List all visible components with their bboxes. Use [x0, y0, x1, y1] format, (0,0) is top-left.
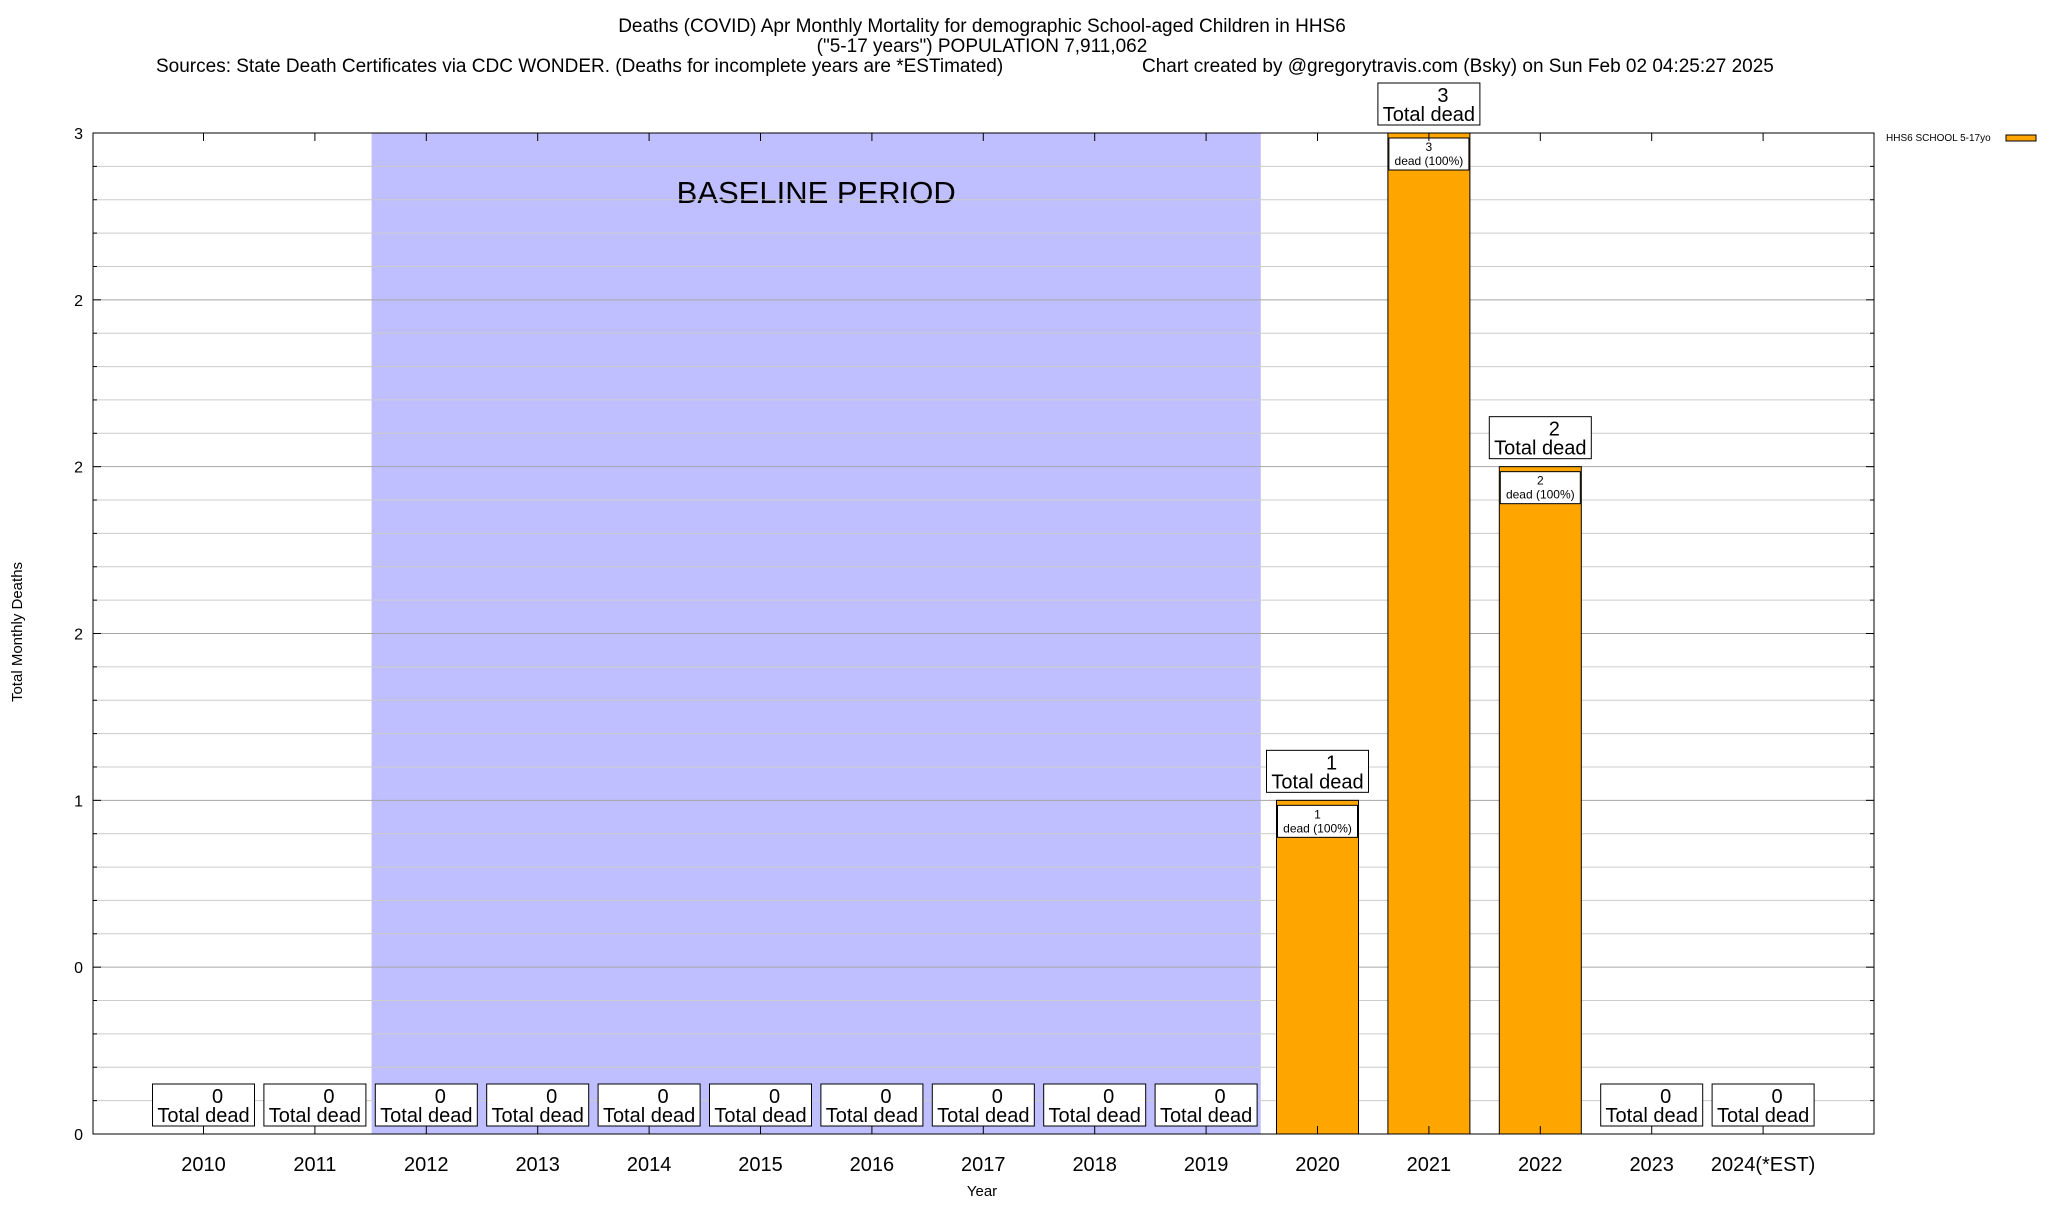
segment-label-text: dead (100%) — [1283, 821, 1352, 835]
total-label-box — [597, 1083, 701, 1127]
legend: HHS6 SCHOOL 5-17yo — [1886, 133, 2037, 144]
x-tick-label: 2020 — [1295, 1154, 1340, 1176]
x-tick-label: 2024(*EST) — [1711, 1154, 1816, 1176]
total-label-box — [1711, 1083, 1815, 1127]
baseline-label: BASELINE PERIOD — [677, 175, 956, 210]
x-tick-label: 2017 — [961, 1154, 1006, 1176]
chart-sources: Sources: State Death Certificates via CD… — [156, 56, 1003, 77]
total-label-value: 0 — [658, 1086, 669, 1108]
total-label-box — [931, 1083, 1035, 1127]
total-label-text: Total dead — [1383, 104, 1475, 126]
segment-label-text: dead (100%) — [1395, 154, 1464, 168]
x-tick-label: 2021 — [1407, 1154, 1452, 1176]
total-label-text: Total dead — [492, 1105, 584, 1127]
x-tick-label: 2011 — [293, 1154, 336, 1176]
segment-label-count: 2 — [1537, 474, 1544, 488]
total-label-text: Total dead — [937, 1105, 1029, 1127]
total-label-value: 0 — [212, 1086, 223, 1108]
chart-title-line-1: Deaths (COVID) Apr Monthly Mortality for… — [618, 16, 1346, 37]
total-label-value: 0 — [435, 1086, 446, 1108]
plot-border — [92, 132, 1875, 1135]
total-label-text: Total dead — [1494, 438, 1586, 460]
total-label-text: Total dead — [714, 1105, 806, 1127]
total-label-text: Total dead — [157, 1105, 249, 1127]
y-tick-label: 2 — [74, 293, 83, 310]
total-label-text: Total dead — [1606, 1105, 1698, 1127]
total-label-value: 0 — [880, 1086, 891, 1108]
y-tick-label: 1 — [74, 793, 83, 810]
x-tick-label: 2022 — [1518, 1154, 1563, 1176]
total-label-box — [374, 1083, 478, 1127]
y-tick-label: 2 — [74, 460, 83, 477]
x-tick-label: 2014 — [627, 1154, 672, 1176]
total-label-text: Total dead — [603, 1105, 695, 1127]
total-label-value: 3 — [1437, 85, 1448, 107]
total-label-value: 0 — [1215, 1086, 1226, 1108]
bar — [1498, 466, 1582, 1135]
total-label-text: Total dead — [269, 1105, 361, 1127]
total-label-value: 0 — [546, 1086, 557, 1108]
x-tick-label: 2015 — [738, 1154, 783, 1176]
total-label-text: Total dead — [826, 1105, 918, 1127]
y-tick-label: 3 — [74, 126, 83, 143]
total-label-value: 0 — [323, 1086, 334, 1108]
x-tick-label: 2016 — [850, 1154, 895, 1176]
bar — [1276, 799, 1359, 1135]
legend-label: HHS6 SCHOOL 5-17yo — [1886, 133, 1991, 144]
total-label-box — [820, 1083, 924, 1127]
chart-header: Deaths (COVID) Apr Monthly Mortality for… — [156, 16, 1774, 77]
total-label-box — [1154, 1083, 1258, 1127]
total-label-value: 0 — [1660, 1086, 1671, 1108]
total-label-value: 0 — [1772, 1086, 1783, 1108]
segment-label-count: 1 — [1314, 807, 1321, 821]
total-label-value: 2 — [1549, 419, 1560, 441]
total-label-value: 0 — [769, 1086, 780, 1108]
x-tick-label: 2010 — [181, 1154, 226, 1176]
segment-label-text: dead (100%) — [1506, 488, 1575, 502]
total-label-text: Total dead — [1717, 1105, 1809, 1127]
total-label-text: Total dead — [1049, 1105, 1141, 1127]
chart-title-line-2: ("5-17 years") POPULATION 7,911,062 — [817, 36, 1148, 57]
chart-credit: Chart created by @gregorytravis.com (Bsk… — [1142, 56, 1774, 77]
x-tick-label: 2023 — [1629, 1154, 1674, 1176]
total-label-value: 0 — [992, 1086, 1003, 1108]
x-tick-label: 2018 — [1072, 1154, 1117, 1176]
segment-label-box — [1499, 471, 1581, 505]
x-tick-label: 2019 — [1184, 1154, 1229, 1176]
x-axis-label: Year — [967, 1183, 997, 1200]
x-tick-label: 2013 — [515, 1154, 560, 1176]
total-label-value: 0 — [1103, 1086, 1114, 1108]
total-label-box — [152, 1083, 255, 1127]
total-label-box — [1600, 1083, 1704, 1127]
y-tick-label: 0 — [74, 960, 83, 977]
total-label-box — [263, 1083, 367, 1127]
segment-label-box — [1277, 804, 1358, 838]
y-tick-label: 0 — [74, 1127, 83, 1144]
legend-swatch — [2005, 134, 2037, 142]
total-label-box — [1488, 416, 1592, 460]
total-label-box — [1266, 749, 1369, 793]
bar — [1387, 132, 1471, 1135]
segment-label-box — [1388, 137, 1470, 171]
total-label-box — [486, 1083, 590, 1127]
y-tick-label: 2 — [74, 627, 83, 644]
segment-label-count: 3 — [1426, 140, 1433, 154]
total-label-text: Total dead — [380, 1105, 472, 1127]
total-label-text: Total dead — [1160, 1105, 1252, 1127]
x-tick-label: 2012 — [404, 1154, 449, 1176]
y-axis-label: Total Monthly Deaths — [9, 562, 26, 702]
total-label-box — [1377, 82, 1481, 126]
total-label-value: 1 — [1326, 752, 1337, 774]
total-label-text: Total dead — [1271, 771, 1363, 793]
